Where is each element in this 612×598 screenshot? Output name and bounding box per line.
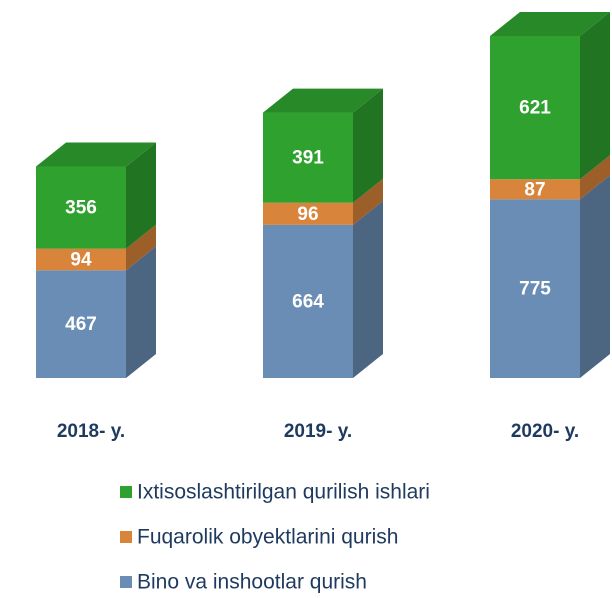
x-tick-label: 2020- y.	[511, 421, 579, 442]
bar-side	[580, 12, 610, 180]
bar-top	[490, 12, 610, 36]
value-label: 664	[292, 291, 324, 312]
bar-side	[126, 142, 156, 249]
value-label: 621	[519, 98, 551, 119]
legend-swatch	[120, 576, 132, 588]
bar-front	[36, 248, 126, 271]
value-label: 96	[297, 204, 318, 225]
bar-front	[36, 166, 126, 249]
bar-side	[126, 224, 156, 271]
legend-swatch	[120, 531, 132, 543]
bar-side	[353, 88, 383, 203]
legend-label: Ixtisoslashtirilgan qurilish ishlari	[137, 481, 430, 504]
bar-top	[263, 88, 383, 113]
bar-side	[353, 200, 383, 378]
bar-side	[126, 246, 156, 378]
value-label: 87	[524, 179, 545, 200]
value-label: 94	[70, 249, 92, 270]
value-label: 356	[65, 198, 97, 219]
x-tick-label: 2018- y.	[57, 421, 125, 442]
bar-side	[353, 178, 383, 225]
legend-swatch	[120, 486, 132, 498]
bar-front	[36, 270, 126, 378]
legend-label: Bino va inshootlar qurish	[137, 571, 367, 594]
legend-label: Fuqarolik obyektlarini qurish	[137, 526, 398, 549]
bar-front	[263, 202, 353, 225]
value-label: 775	[519, 279, 551, 300]
bar-side	[580, 155, 610, 200]
bar-front	[490, 179, 580, 200]
bar-side	[580, 175, 610, 378]
value-label: 467	[65, 314, 97, 335]
bar-front	[263, 224, 353, 378]
bar-front	[490, 199, 580, 378]
bar-top	[36, 142, 156, 167]
value-label: 391	[292, 148, 324, 169]
bar-front	[263, 112, 353, 203]
x-tick-label: 2019- y.	[284, 421, 352, 442]
bar-front	[490, 36, 580, 180]
